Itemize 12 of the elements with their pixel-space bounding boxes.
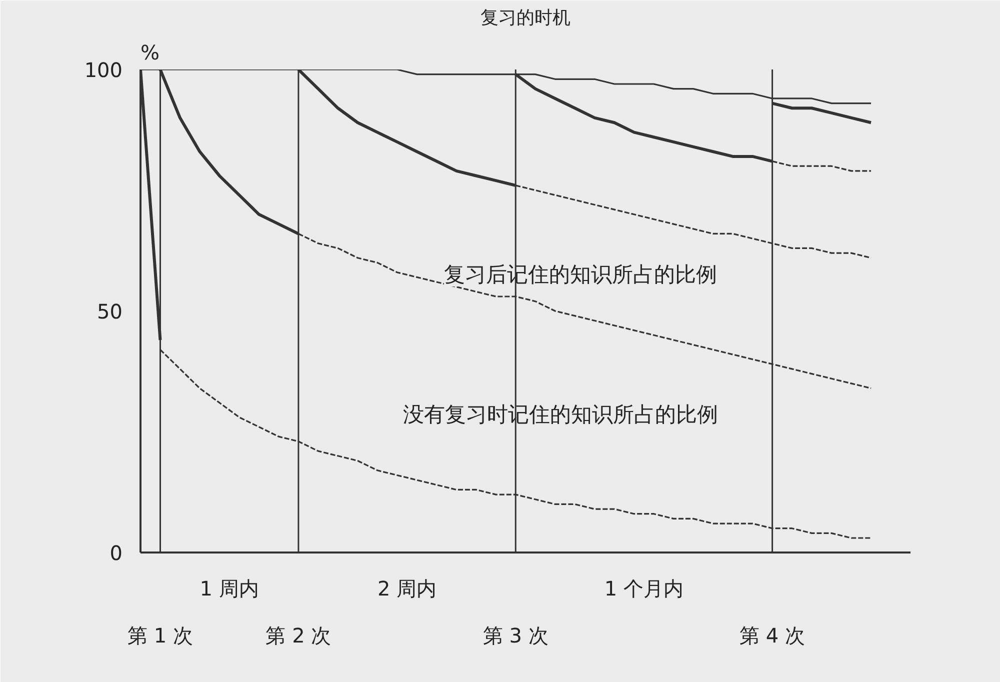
text: 2 周内 — [377, 576, 437, 600]
x-tick-label: 第 4 次 — [740, 624, 806, 648]
text: 1 个月内 — [604, 576, 684, 600]
y-tick-label: 50 — [97, 300, 123, 324]
y-axis-title: % — [140, 40, 160, 64]
text: 1 周内 — [200, 576, 259, 600]
chart-title: 复习的时机 — [480, 8, 570, 28]
x-tick-label: 第 1 次 — [128, 624, 193, 648]
x-tick-label: 第 3 次 — [482, 624, 548, 648]
x-tick-label: 第 2 次 — [266, 624, 332, 648]
y-tick-label: 100 — [84, 58, 123, 82]
y-tick-label: 0 — [110, 541, 123, 565]
